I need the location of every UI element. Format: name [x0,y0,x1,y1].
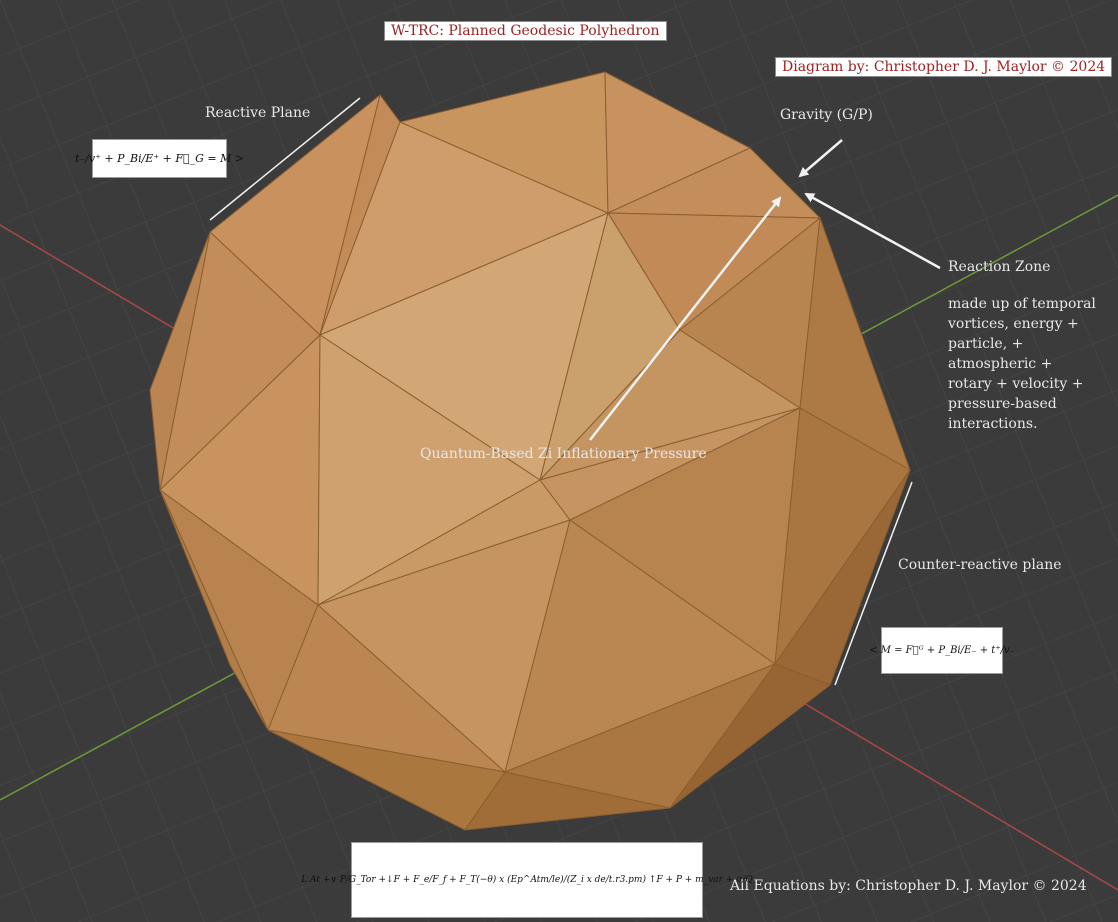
annotations [209,97,941,686]
counter-reactive-plane-line [834,481,913,686]
reactive-plane-line [209,97,361,221]
main-equation-box: L At +∨ P/G_Tor +↓F + F_e/F_f + F_T(−θ) … [301,842,753,918]
reaction-zone-label: Reaction Zone [948,259,1051,275]
equations-credit: All Equations by: Christopher D. J. Mayl… [730,878,1087,894]
main-equation: L At +∨ P/G_Tor +↓F + F_e/F_f + F_T(−θ) … [301,875,753,885]
geodesic-polyhedron [149,71,911,831]
gravity-arrow [798,139,843,178]
reaction-zone-arrow [804,192,941,270]
pressure-arrow [589,196,782,441]
polyhedron-facet [669,663,831,809]
counter-reactive-plane-label: Counter-reactive plane [898,557,1062,573]
reactive-equation-box: t₋/v⁺ + P_Bi/E⁺ + F⃗_G = M > [75,139,244,178]
counter-reactive-equation: < M = F⃖ᴳ + P_Bi/E₋ + t⁺/v₋ [869,645,1015,656]
polyhedron-facet [149,231,211,491]
counter-reactive-equation-box: < M = F⃖ᴳ + P_Bi/E₋ + t⁺/v₋ [869,627,1015,674]
reaction-zone-description: made up of temporal vortices, energy + p… [948,296,1096,432]
diagram-credit: Diagram by: Christopher D. J. Maylor © 2… [775,57,1113,77]
polyhedron-facet [159,489,269,731]
pressure-label: Quantum-Based Zi Inflationary Pressure [420,446,707,462]
reactive-equation: t₋/v⁺ + P_Bi/E⁺ + F⃗_G = M > [74,152,245,165]
diagram-title: W-TRC: Planned Geodesic Polyhedron [384,21,667,41]
gravity-label: Gravity (G/P) [780,107,873,123]
reactive-plane-label: Reactive Plane [205,105,311,121]
